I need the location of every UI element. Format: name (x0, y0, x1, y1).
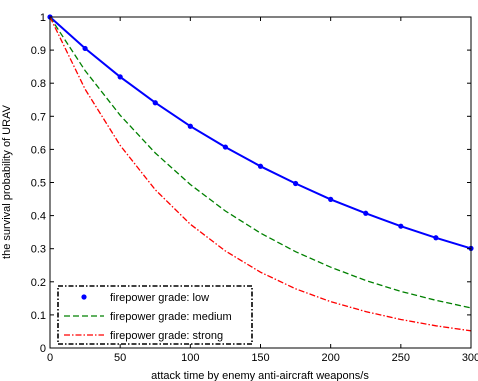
data-point (294, 250, 296, 252)
legend-label: firepower grade: low (110, 292, 209, 304)
y-tick-label: 0.5 (31, 178, 46, 190)
series-line-2 (49, 16, 472, 332)
data-point (187, 123, 193, 129)
ticks-layer (49, 16, 472, 349)
data-point (154, 189, 156, 191)
data-point (119, 114, 121, 116)
data-point (259, 271, 261, 273)
data-point (329, 300, 331, 302)
x-tick-label: 150 (251, 352, 269, 364)
data-point (189, 223, 191, 225)
data-point (365, 310, 367, 312)
y-tick-label: 0.3 (31, 244, 46, 256)
data-point (224, 210, 226, 212)
data-point (84, 88, 86, 90)
legend: firepower grade: low firepower grade: med… (57, 285, 253, 345)
y-tick-label: 0.1 (31, 310, 46, 322)
legend-marker (81, 294, 87, 300)
data-point (400, 318, 402, 320)
data-point (117, 74, 123, 80)
data-point (398, 223, 404, 229)
data-point (119, 144, 121, 146)
series-line-1 (49, 16, 472, 309)
data-point (257, 163, 264, 169)
data-point (433, 235, 439, 241)
x-axis-label: attack time by enemy anti-aircraft weapo… (151, 370, 369, 381)
data-point (222, 144, 229, 150)
x-tick-label: 50 (114, 352, 126, 364)
data-point (224, 250, 226, 252)
data-point (435, 299, 437, 301)
y-tick-label: 0 (40, 343, 46, 355)
y-tick-label: 0.4 (31, 211, 46, 223)
y-tick-label: 0.8 (31, 78, 46, 90)
series-layer (47, 14, 474, 332)
legend-label: firepower grade: strong (110, 330, 223, 342)
x-tick-label: 200 (321, 352, 339, 364)
y-tick-label: 0.2 (31, 277, 46, 289)
y-axis-label: the survival probability of URAV (1, 104, 13, 259)
x-tick-label: 0 (47, 352, 53, 364)
data-point (82, 45, 88, 52)
x-tick-label: 250 (392, 352, 410, 364)
data-point (363, 210, 369, 216)
y-tick-label: 0.6 (31, 144, 46, 156)
data-point (154, 152, 156, 154)
data-point (189, 183, 191, 185)
data-point (329, 266, 331, 268)
data-point (400, 290, 402, 292)
tick-labels: 0 50 100 150 200 250 300 0 0.1 0.2 0.3 0.4 0.5 0.6 0.7… (31, 12, 478, 364)
y-tick-label: 0.9 (31, 45, 46, 57)
data-point (365, 279, 367, 281)
y-tick-label: 0.7 (31, 111, 46, 123)
data-point (294, 288, 296, 290)
data-point (152, 100, 158, 106)
data-point (259, 232, 261, 234)
data-point (328, 196, 334, 202)
y-tick-label: 1 (40, 12, 46, 24)
legend-box (57, 285, 253, 345)
x-tick-label: 100 (181, 352, 199, 364)
legend-entries: firepower grade: low firepower grade: med… (64, 292, 232, 342)
data-point (292, 180, 299, 187)
legend-label: firepower grade: medium (110, 311, 232, 323)
x-tick-label: 300 (462, 352, 478, 364)
data-point (84, 69, 86, 71)
data-point (435, 325, 437, 327)
